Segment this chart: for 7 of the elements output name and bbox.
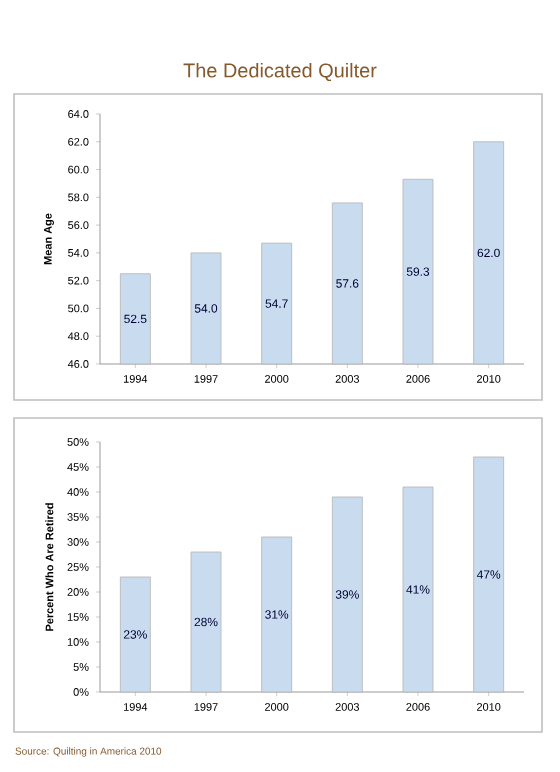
bar — [119, 576, 151, 693]
bar — [402, 486, 434, 693]
bar — [261, 536, 293, 693]
bar — [190, 551, 222, 693]
bar — [331, 496, 363, 693]
chart-title: The Dedicated Quilter — [183, 62, 377, 82]
bar — [473, 456, 505, 693]
